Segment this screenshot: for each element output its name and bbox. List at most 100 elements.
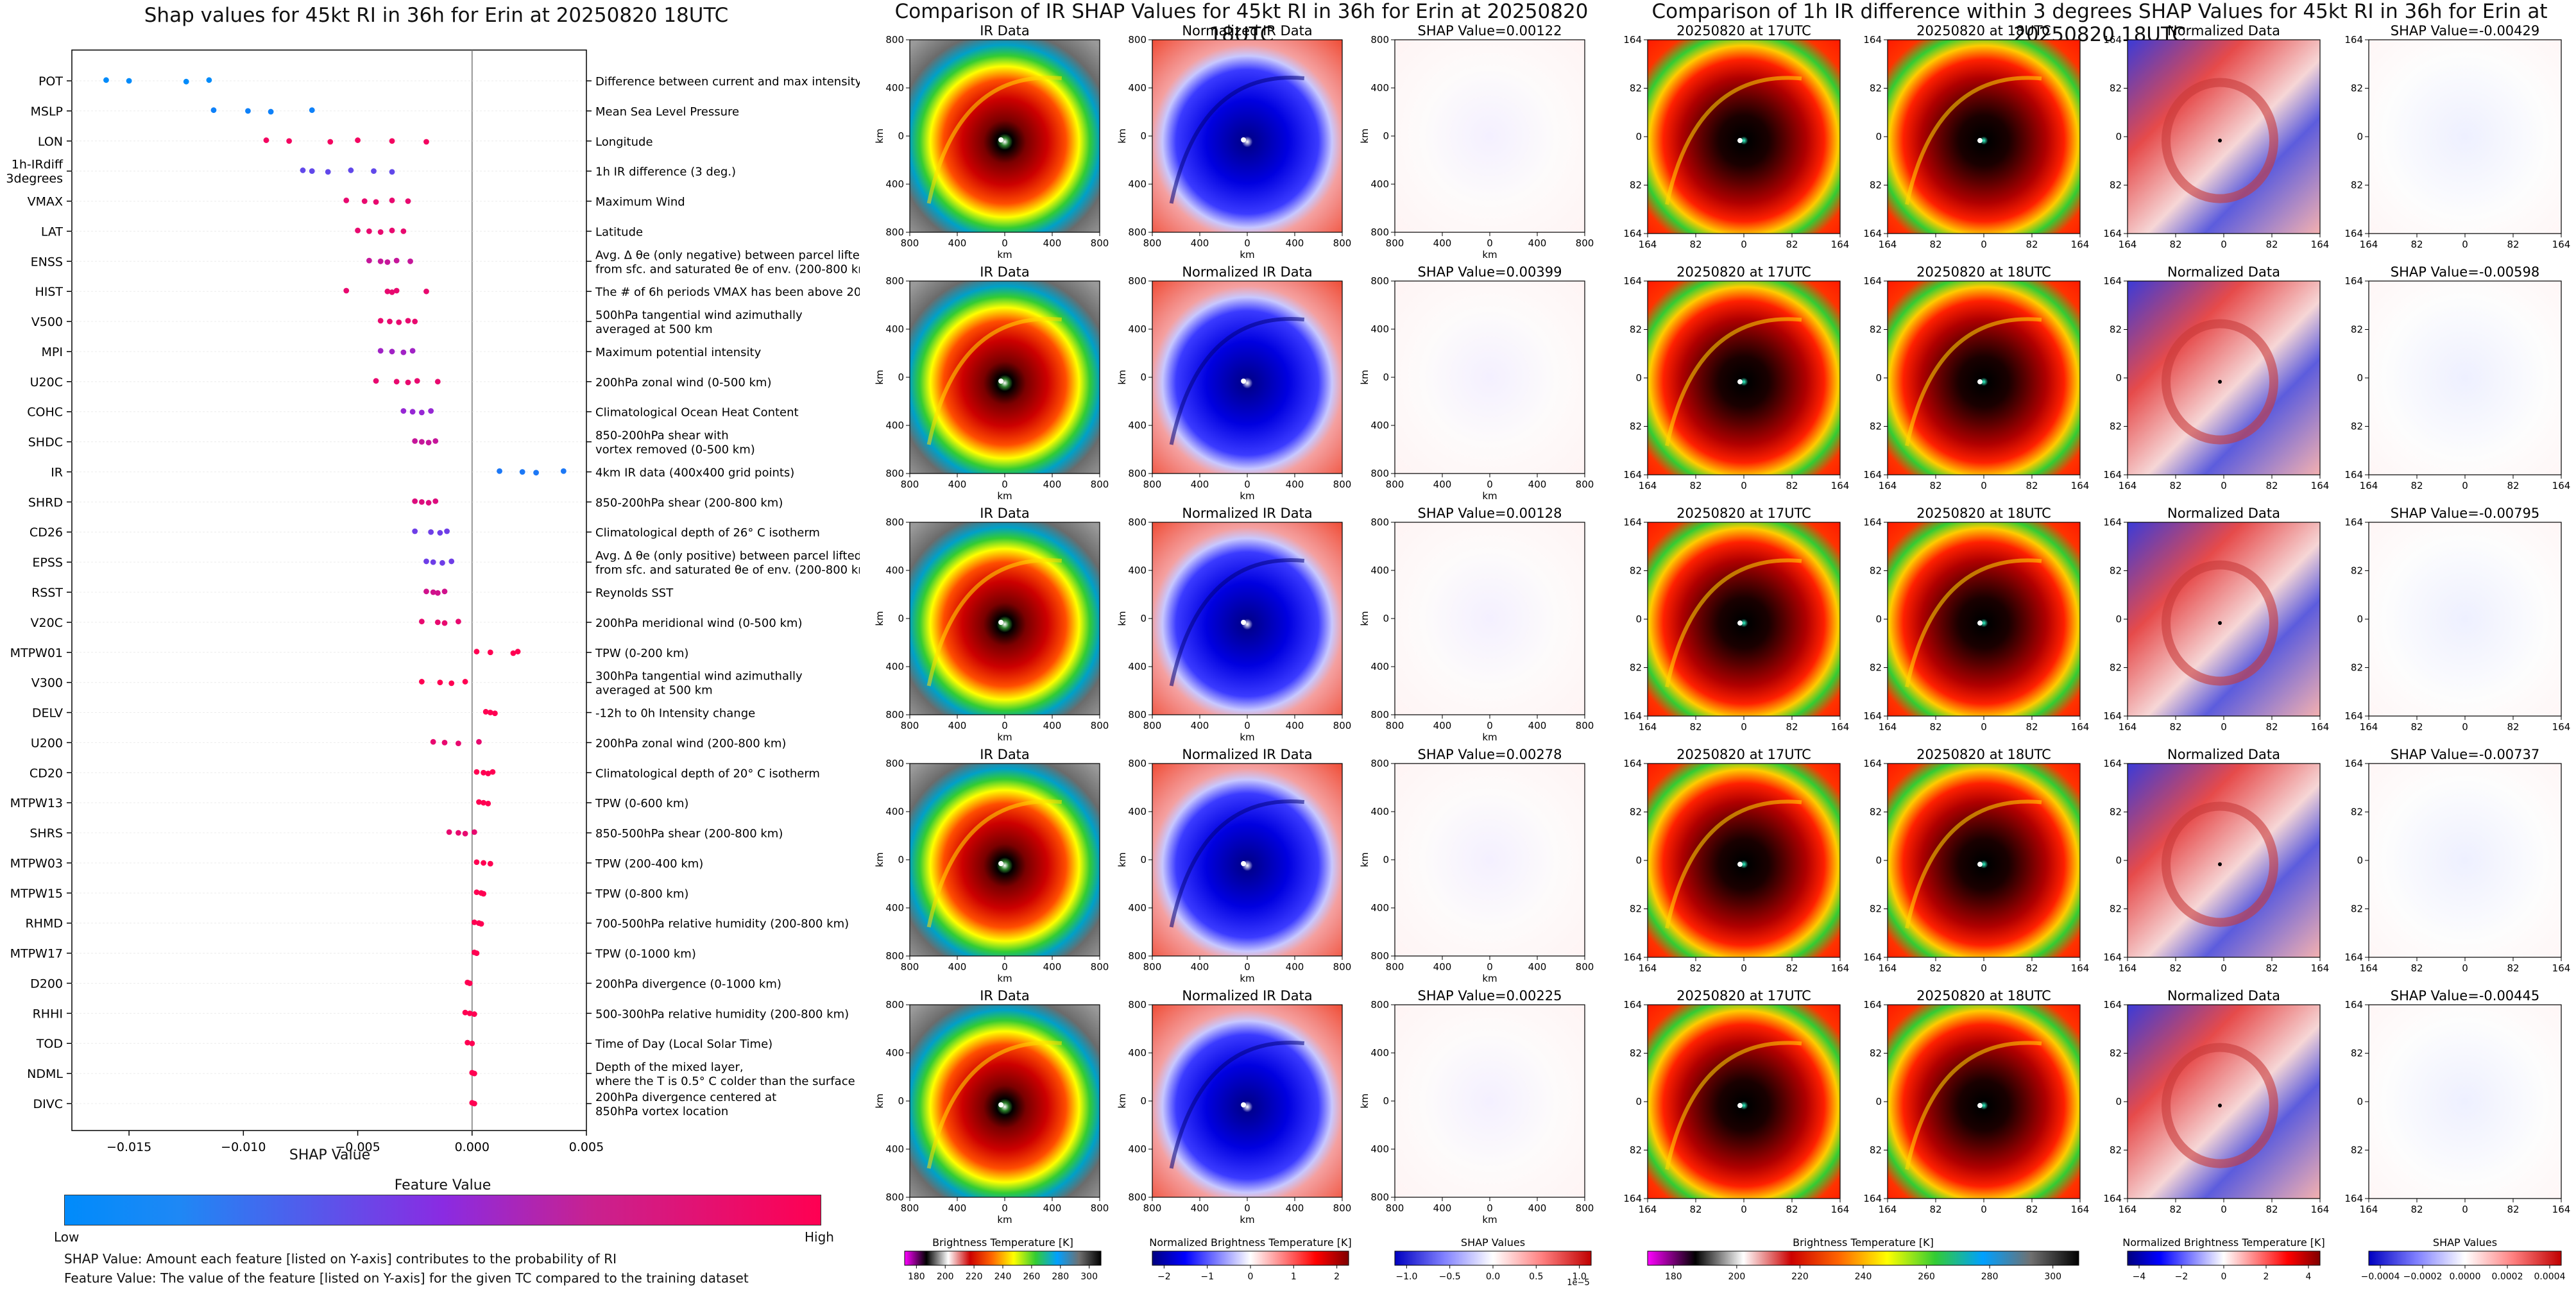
y-tick-label: 800: [885, 709, 904, 721]
shap-point: [482, 708, 489, 715]
panel-title: Normalized Data: [2167, 23, 2280, 38]
feature-description: Maximum potential intensity: [595, 346, 762, 359]
colorbar-tick-label: 0.0000: [2450, 1272, 2481, 1282]
y-tick-label: 82: [1630, 565, 1642, 577]
shap-point: [485, 771, 491, 776]
y-tick-label: 164: [1863, 758, 1882, 769]
feature-label: DELV: [32, 706, 63, 721]
colorbar-tick-label: 240: [994, 1272, 1012, 1282]
y-tick-label: 82: [2351, 1048, 2363, 1059]
shap-point: [400, 349, 407, 355]
x-axis-unit: km: [1240, 1214, 1254, 1225]
x-tick-label: 0: [2221, 239, 2227, 250]
x-tick-label: 0: [1741, 480, 1747, 491]
colorbar-shap-label: SHAP Values: [1461, 1236, 1525, 1249]
y-tick-label: 800: [1128, 275, 1147, 287]
x-tick-label: 400: [1433, 479, 1452, 490]
colorbar-tick-label: 260: [1023, 1272, 1041, 1282]
spiral-band: [2162, 78, 2278, 203]
y-tick-label: 82: [1630, 807, 1642, 818]
y-tick-label: 400: [1370, 806, 1389, 817]
y-tick-label: 164: [1623, 469, 1642, 481]
y-axis-unit: km: [1359, 128, 1370, 143]
y-tick-label: 82: [2351, 1145, 2363, 1156]
colorbar-low-label: Low: [54, 1229, 80, 1245]
x-tick-label: 164: [1639, 1204, 1657, 1215]
y-tick-label: 800: [1370, 950, 1389, 962]
x-tick-label: 82: [1689, 239, 1702, 250]
shap-point: [405, 198, 411, 204]
colorbar-tick-label: 0.0: [1486, 1272, 1500, 1282]
y-tick-label: 164: [2344, 469, 2363, 481]
feature-description: from sfc. and saturated θe of env. (200-…: [595, 262, 860, 276]
colorbar-tick-label: −2: [1157, 1272, 1171, 1282]
y-tick-label: 400: [1128, 902, 1147, 914]
colorbar-normalized-label: Normalized Brightness Temperature [K]: [1149, 1236, 1352, 1249]
y-tick-label: 82: [2351, 807, 2363, 818]
y-tick-label: 0: [2357, 1096, 2363, 1107]
feature-description: Difference between current and max inten…: [595, 75, 860, 89]
y-tick-label: 800: [1128, 1191, 1147, 1203]
feature-description: 4km IR data (400x400 grid points): [595, 466, 794, 479]
storm-image-shap: [1394, 522, 1585, 715]
x-axis-unit: km: [1482, 973, 1497, 984]
y-tick-label: 164: [2103, 228, 2122, 239]
y-tick-label: 164: [2344, 1193, 2363, 1204]
x-tick-label: 82: [2265, 239, 2278, 250]
ir-panel: Comparison of IR SHAP Values for 45kt RI…: [860, 0, 1623, 1289]
y-tick-label: 0: [1383, 1095, 1389, 1107]
shap-point: [478, 921, 484, 927]
y-tick-label: 164: [2103, 1193, 2122, 1204]
x-tick-label: 164: [2071, 721, 2090, 733]
shap-point: [533, 470, 539, 476]
feature-label: V300: [31, 676, 63, 690]
x-tick-label: 400: [948, 1202, 967, 1214]
x-tick-label: 82: [2169, 721, 2181, 733]
colorbar-tick-label: 0.0004: [2534, 1272, 2566, 1282]
feature-label: 1h-IRdiff: [12, 158, 64, 172]
x-tick-label: 82: [2026, 239, 2038, 250]
colorbar-tick-label: −4: [2133, 1272, 2146, 1282]
panel-title: Normalized Data: [2167, 747, 2280, 762]
x-tick-label: 400: [1286, 720, 1304, 731]
y-tick-label: 400: [885, 806, 904, 817]
colorbar-tick-label: 180: [908, 1272, 925, 1282]
shap-point: [412, 438, 418, 444]
shap-point: [471, 1070, 477, 1077]
feature-label: IR: [51, 465, 63, 479]
x-tick-label: 0: [1244, 961, 1250, 973]
shap-point: [389, 227, 395, 234]
shap-point: [371, 168, 377, 175]
shap-point: [393, 379, 400, 385]
y-tick-label: 164: [2344, 758, 2363, 769]
storm-image-diffir: [1887, 522, 2081, 717]
panel-title: Normalized IR Data: [1182, 23, 1312, 38]
panel-title: 20250820 at 18UTC: [1916, 747, 2051, 762]
y-tick-label: 0: [1635, 855, 1642, 866]
x-tick-label: 800: [901, 961, 919, 973]
shap-point: [473, 950, 480, 956]
x-tick-label: 800: [1576, 479, 1594, 490]
y-tick-label: 82: [2110, 1048, 2122, 1059]
x-tick-label: 82: [1786, 480, 1798, 491]
x-tick-label: 164: [2552, 962, 2571, 974]
storm-eye: [1977, 138, 1983, 144]
note-shap-value: SHAP Value: Amount each feature [listed …: [64, 1251, 617, 1267]
shap-beeswarm-chart: POT Difference between current and max in…: [6, 49, 860, 1154]
y-axis-unit: km: [1116, 128, 1128, 143]
shap-point: [423, 288, 429, 295]
colorbar-title: Feature Value: [394, 1177, 491, 1193]
ir-diff-shap-grid: 20250820 at 17UTC 164 164 82 82 0 0 82 82 164 164 2…: [1623, 23, 2571, 1282]
y-tick-label: 0: [1635, 613, 1642, 625]
y-tick-label: 800: [885, 516, 904, 528]
y-tick-label: 164: [1623, 1193, 1642, 1204]
y-tick-label: 164: [2103, 34, 2122, 46]
x-tick-label: 800: [1386, 720, 1404, 731]
colorbar-tick-label: 280: [1052, 1272, 1069, 1282]
panel-title: IR Data: [980, 264, 1030, 280]
shap-point: [425, 500, 432, 506]
x-tick-label: −0.010: [221, 1140, 266, 1154]
panel-title: 20250820 at 17UTC: [1676, 23, 1811, 38]
shap-point: [366, 257, 372, 264]
y-tick-label: 0: [898, 854, 904, 866]
